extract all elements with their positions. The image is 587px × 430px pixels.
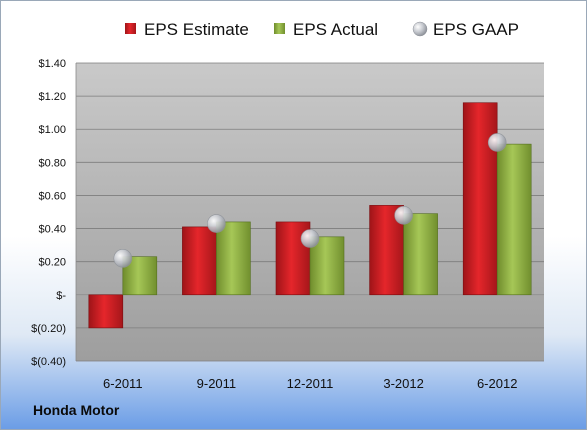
gaap-marker-3-2012 <box>394 206 413 225</box>
bars <box>88 102 532 329</box>
gaap-marker-6-2012 <box>487 133 507 152</box>
y-tick-label: $0.20 <box>38 257 66 269</box>
y-tick-label: $1.40 <box>38 58 66 70</box>
y-tick-label: $0.80 <box>38 157 66 169</box>
actual-bar-6-2011 <box>122 256 158 296</box>
y-tick-label: $0.60 <box>38 190 66 202</box>
x-category-label: 6-2011 <box>103 376 143 391</box>
x-category-label: 3-2012 <box>383 376 423 391</box>
x-axis: 6-2011 9-2011 12-2011 3-2012 6-2012 <box>103 376 517 391</box>
company-name: Honda Motor <box>33 402 120 418</box>
y-tick-label: $(0.40) <box>31 356 66 368</box>
y-axis: $(0.40) $(0.20) $- $0.20 $0.40 $0.60 $0.80 $1.0… <box>31 58 66 368</box>
y-tick-label: $0.40 <box>38 224 66 236</box>
actual-bar-9-2011 <box>216 221 251 296</box>
gaap-marker-6-2011 <box>113 249 133 268</box>
estimate-bar-6-2011 <box>88 294 124 329</box>
actual-bar-3-2012 <box>403 213 438 296</box>
estimate-bar-9-2011 <box>182 226 217 296</box>
legend-swatch <box>274 23 285 34</box>
legend: EPS Estimate EPS Actual EPS GAAP <box>125 20 519 39</box>
gaap-marker-9-2011 <box>207 214 226 233</box>
y-tick-label: $- <box>56 290 66 302</box>
y-tick-label: $1.00 <box>38 124 66 136</box>
legend-label: EPS Actual <box>293 20 378 39</box>
legend-item: EPS Estimate <box>125 20 249 39</box>
actual-bar-12-2011 <box>309 236 345 296</box>
legend-label: EPS Estimate <box>144 20 249 39</box>
legend-label: EPS GAAP <box>433 20 519 39</box>
gaap-markers <box>113 133 507 268</box>
y-tick-label: $1.20 <box>38 91 66 103</box>
estimate-bar-6-2012 <box>462 102 498 296</box>
legend-swatch <box>125 23 136 34</box>
gaap-marker-12-2011 <box>300 229 320 248</box>
actual-bar-6-2012 <box>496 143 532 296</box>
x-category-label: 9-2011 <box>197 376 237 391</box>
x-category-label: 12-2011 <box>287 376 334 391</box>
legend-item: EPS GAAP <box>412 20 519 39</box>
legend-item: EPS Actual <box>274 20 378 39</box>
y-tick-label: $(0.20) <box>31 323 66 335</box>
legend-swatch <box>412 21 428 37</box>
x-category-label: 6-2012 <box>477 376 517 391</box>
